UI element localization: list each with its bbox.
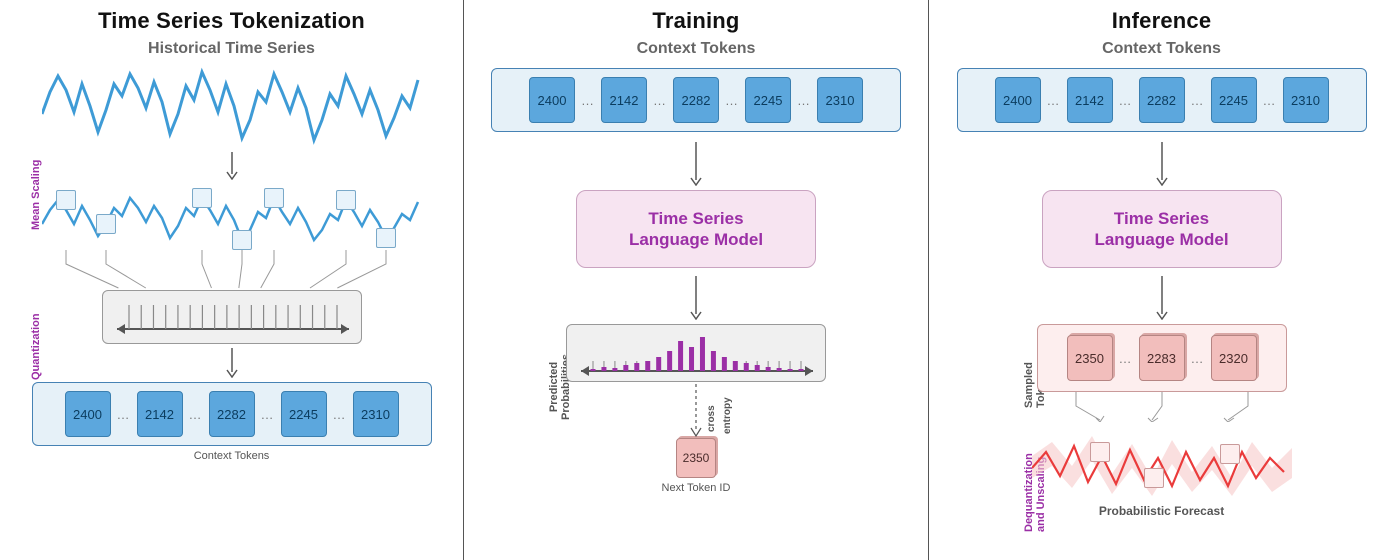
scale-icon <box>103 291 363 345</box>
next-token-caption: Next Token ID <box>484 482 908 494</box>
token: 2142 <box>601 77 647 123</box>
arrow-down-icon <box>20 152 443 180</box>
context-caption: Context Tokens <box>20 450 443 462</box>
arrow-down-icon <box>484 276 908 320</box>
sample-box <box>336 190 356 210</box>
ellipsis: … <box>261 407 275 422</box>
quantization-label: Quantization <box>30 313 42 380</box>
token: 2400 <box>529 77 575 123</box>
ellipsis: … <box>1191 351 1205 366</box>
entropy-label: entropy <box>722 397 733 434</box>
arrow-down-icon <box>949 142 1374 186</box>
context-token-row: 2400 … 2142 … 2282 … 2245 … 2310 <box>32 382 432 446</box>
token: 2142 <box>1067 77 1113 123</box>
ellipsis: … <box>1263 93 1277 108</box>
mean-scaling-label: Mean Scaling <box>30 160 42 230</box>
ellipsis: … <box>725 93 739 108</box>
context-token-row: 2400 … 2142 … 2282 … 2245 … 2310 <box>957 68 1367 132</box>
token: 2245 <box>745 77 791 123</box>
sample-box <box>192 188 212 208</box>
sample-box <box>376 228 396 248</box>
connector-lines <box>1032 392 1292 422</box>
ellipsis: … <box>653 93 667 108</box>
token: 2350 <box>1067 335 1113 381</box>
sampled-token-row: 2350 … 2283 … 2320 <box>1037 324 1287 392</box>
token: 2245 <box>1211 77 1257 123</box>
panel-title: Inference <box>949 8 1374 34</box>
token: 2400 <box>995 77 1041 123</box>
forecast-sample-box <box>1090 442 1110 462</box>
ellipsis: … <box>797 93 811 108</box>
connector-lines <box>42 250 422 290</box>
next-token-container: 2350 <box>484 438 908 478</box>
ellipsis: … <box>1119 351 1133 366</box>
token: 2310 <box>1283 77 1329 123</box>
model-box: Time Series Language Model <box>1042 190 1282 268</box>
historical-subtitle: Historical Time Series <box>20 40 443 58</box>
token: 2310 <box>817 77 863 123</box>
forecast-sample-box <box>1144 468 1164 488</box>
tokenization-panel: Time Series Tokenization Historical Time… <box>0 0 464 560</box>
arrow-down-icon <box>484 142 908 186</box>
ellipsis: … <box>333 407 347 422</box>
histogram-icon <box>567 325 827 383</box>
panel-title: Time Series Tokenization <box>20 8 443 34</box>
token: 2282 <box>1139 77 1185 123</box>
time-series-scaled <box>42 184 422 250</box>
probability-box <box>566 324 826 382</box>
cross-entropy-arrow: cross entropy <box>484 384 908 438</box>
ellipsis: … <box>1191 93 1205 108</box>
ellipsis: … <box>1119 93 1133 108</box>
ellipsis: … <box>189 407 203 422</box>
panel-title: Training <box>484 8 908 34</box>
token: 2400 <box>65 391 111 437</box>
next-token: 2350 <box>676 438 716 478</box>
context-token-row: 2400 … 2142 … 2282 … 2245 … 2310 <box>491 68 901 132</box>
wave-icon <box>42 62 422 148</box>
token: 2282 <box>673 77 719 123</box>
time-series-large <box>42 62 422 148</box>
sample-box <box>232 230 252 250</box>
token: 2320 <box>1211 335 1257 381</box>
token: 2245 <box>281 391 327 437</box>
forecast-caption: Probabilistic Forecast <box>949 504 1374 518</box>
token: 2310 <box>353 391 399 437</box>
inference-panel: Inference Context Tokens 2400 … 2142 … 2282 …… <box>929 0 1394 560</box>
model-box: Time Series Language Model <box>576 190 816 268</box>
sample-box <box>56 190 76 210</box>
sample-box <box>96 214 116 234</box>
forecast-area <box>1032 422 1292 502</box>
training-panel: Training Context Tokens 2400…2142…2282…2… <box>464 0 929 560</box>
forecast-sample-box <box>1220 444 1240 464</box>
sample-box <box>264 188 284 208</box>
token: 2283 <box>1139 335 1185 381</box>
token: 2142 <box>137 391 183 437</box>
quantization-box <box>102 290 362 344</box>
cross-label: cross <box>706 405 717 432</box>
forecast-wave-icon <box>1032 422 1292 502</box>
arrow-down-icon <box>20 348 443 378</box>
context-subtitle: Context Tokens <box>949 40 1374 58</box>
context-subtitle: Context Tokens <box>484 40 908 58</box>
ellipsis: … <box>117 407 131 422</box>
ellipsis: … <box>581 93 595 108</box>
arrow-down-icon <box>949 276 1374 320</box>
ellipsis: … <box>1047 93 1061 108</box>
token: 2282 <box>209 391 255 437</box>
